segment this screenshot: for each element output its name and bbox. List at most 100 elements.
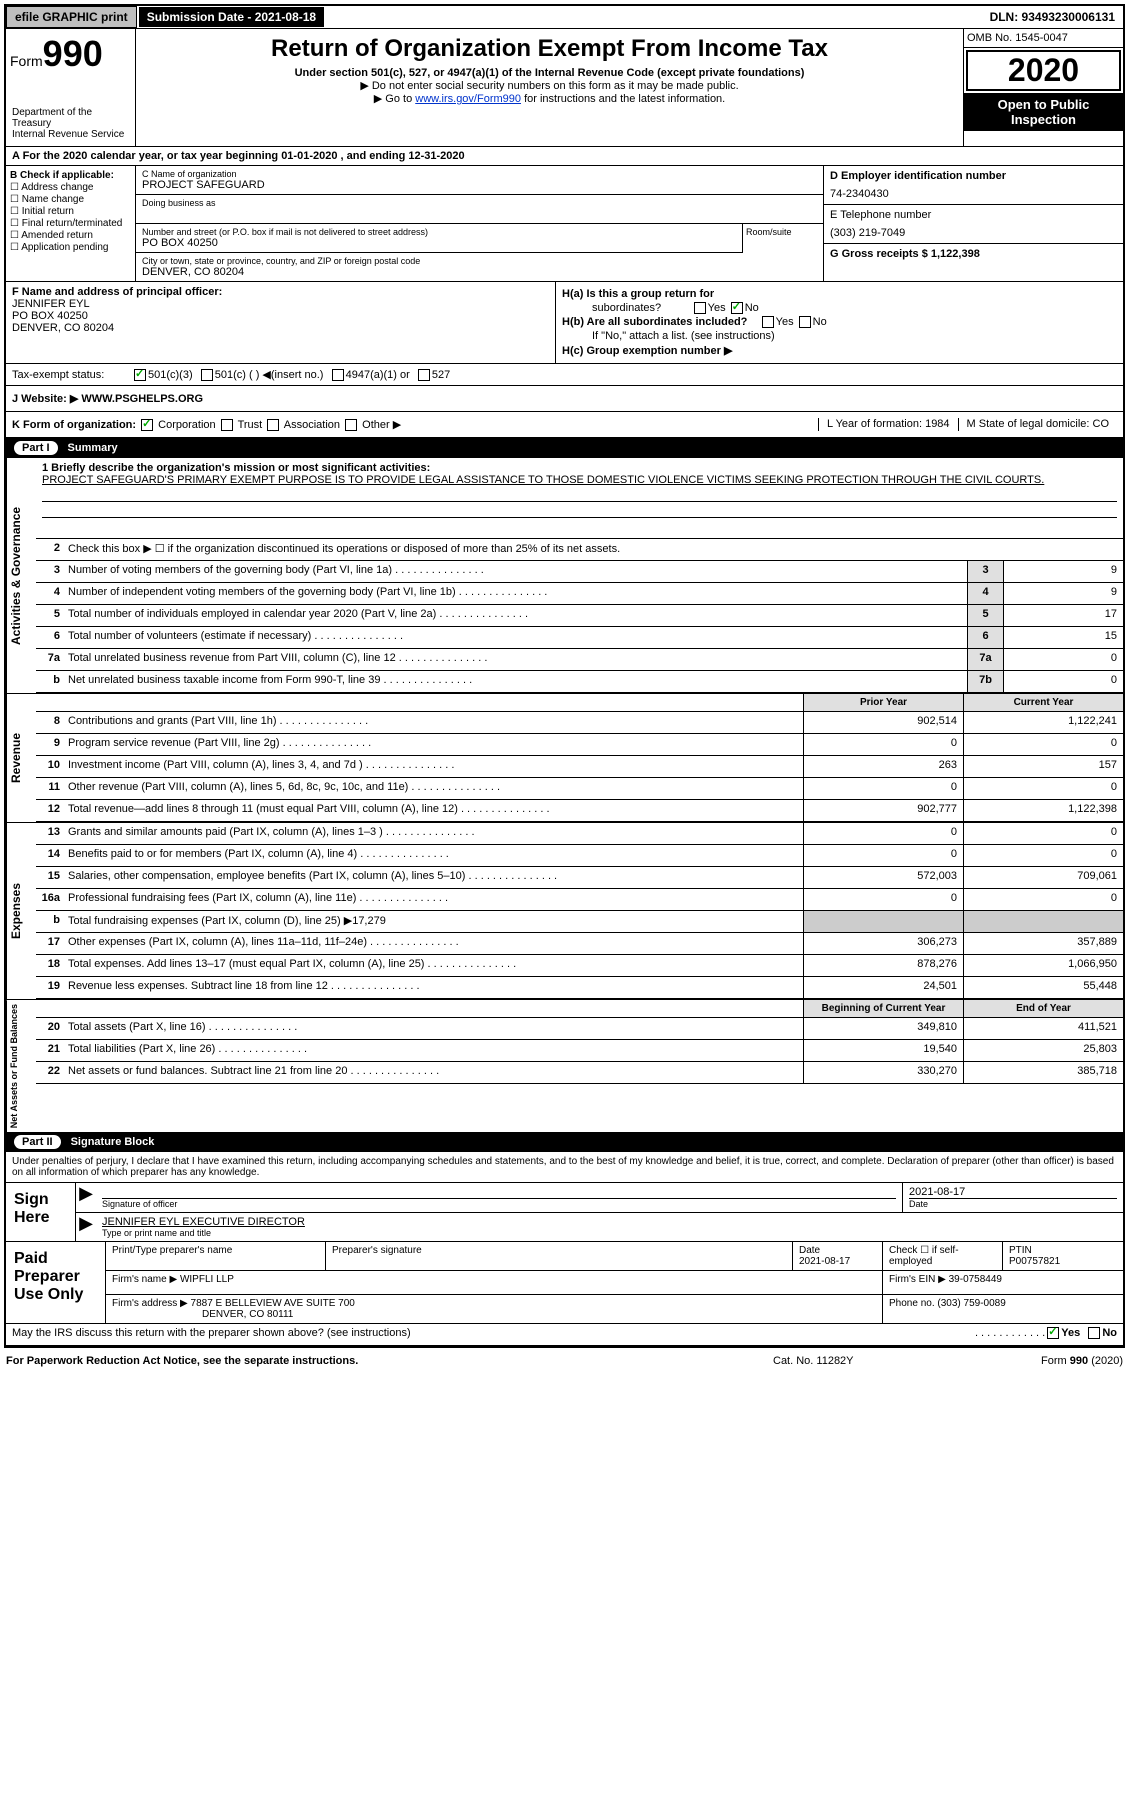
line-row: 15Salaries, other compensation, employee…	[36, 867, 1123, 889]
firm-ein-lbl: Firm's EIN ▶	[889, 1274, 946, 1285]
part2-header: Part II Signature Block	[6, 1132, 1123, 1152]
sig-date: 2021-08-17	[909, 1186, 1117, 1198]
line-row: 17Other expenses (Part IX, column (A), l…	[36, 933, 1123, 955]
open-public: Open to Public Inspection	[964, 93, 1123, 131]
firm-addr: 7887 E BELLEVIEW AVE SUITE 700	[191, 1298, 355, 1309]
subtitle: Under section 501(c), 527, or 4947(a)(1)…	[142, 67, 957, 79]
tax-year: 2020	[966, 50, 1121, 91]
k-other[interactable]	[345, 419, 357, 431]
k-corp[interactable]	[141, 419, 153, 431]
note-ssn: ▶ Do not enter social security numbers o…	[142, 79, 957, 92]
part1-num: Part I	[14, 441, 58, 455]
line-row: 7aTotal unrelated business revenue from …	[36, 649, 1123, 671]
tax-4947[interactable]	[332, 369, 344, 381]
irs-link[interactable]: www.irs.gov/Form990	[415, 93, 521, 105]
k-assoc[interactable]	[267, 419, 279, 431]
opt-501c: 501(c) ( ) ◀(insert no.)	[215, 368, 324, 381]
dba-val	[142, 208, 817, 220]
phone-val: (303) 219-7049	[830, 227, 1117, 239]
footer-mid: Cat. No. 11282Y	[773, 1355, 973, 1367]
b-label: B Check if applicable:	[10, 170, 131, 181]
form-label: Form990	[10, 33, 131, 75]
cb-app[interactable]: ☐ Application pending	[10, 242, 131, 253]
line-row: 21Total liabilities (Part X, line 26)19,…	[36, 1040, 1123, 1062]
dba-lbl: Doing business as	[142, 198, 817, 208]
line-row: 12Total revenue—add lines 8 through 11 (…	[36, 800, 1123, 822]
form-number: 990	[43, 33, 103, 74]
l-year: L Year of formation: 1984	[818, 418, 958, 431]
section-b: B Check if applicable: ☐ Address change …	[6, 166, 136, 281]
line-row: 14Benefits paid to or for members (Part …	[36, 845, 1123, 867]
firm-addr2: DENVER, CO 80111	[202, 1309, 293, 1320]
ch-prior: Prior Year	[803, 694, 963, 711]
part2-title: Signature Block	[71, 1136, 155, 1148]
cb-amend[interactable]: ☐ Amended return	[10, 230, 131, 241]
cb-initial[interactable]: ☐ Initial return	[10, 206, 131, 217]
note-link: ▶ Go to www.irs.gov/Form990 for instruct…	[142, 92, 957, 105]
line-row: 3Number of voting members of the governi…	[36, 561, 1123, 583]
firm-val: WIPFLI LLP	[180, 1274, 234, 1285]
cb-addr[interactable]: ☐ Address change	[10, 182, 131, 193]
line-row: 10Investment income (Part VIII, column (…	[36, 756, 1123, 778]
line-row: 2Check this box ▶ ☐ if the organization …	[36, 539, 1123, 561]
ha-yes[interactable]	[694, 302, 706, 314]
prep-sig-lbl: Preparer's signature	[326, 1242, 793, 1270]
c-name-lbl: C Name of organization	[142, 169, 817, 179]
firm-addr-lbl: Firm's address ▶	[112, 1298, 188, 1309]
line-row: 13Grants and similar amounts paid (Part …	[36, 823, 1123, 845]
m-state: M State of legal domicile: CO	[958, 418, 1117, 431]
line-row: 19Revenue less expenses. Subtract line 1…	[36, 977, 1123, 999]
vtab-rev: Revenue	[6, 694, 36, 822]
hb-yes[interactable]	[762, 316, 774, 328]
tax-527[interactable]	[418, 369, 430, 381]
mission-lbl: 1 Briefly describe the organization's mi…	[42, 462, 1117, 474]
dln: DLN: 93493230006131	[982, 7, 1123, 27]
tax-501c[interactable]	[201, 369, 213, 381]
opt-527: 527	[432, 369, 450, 381]
cb-final[interactable]: ☐ Final return/terminated	[10, 218, 131, 229]
line-row: 16aProfessional fundraising fees (Part I…	[36, 889, 1123, 911]
line-row: 22Net assets or fund balances. Subtract …	[36, 1062, 1123, 1084]
firm-phone-lbl: Phone no.	[889, 1298, 935, 1309]
sign-here: Sign Here	[6, 1183, 76, 1241]
k-lbl: K Form of organization:	[12, 419, 136, 431]
tax-lbl: Tax-exempt status:	[12, 369, 132, 381]
line-row: 9Program service revenue (Part VIII, lin…	[36, 734, 1123, 756]
officer-addr2: DENVER, CO 80204	[12, 322, 549, 334]
ptin-lbl: PTIN	[1009, 1245, 1032, 1256]
firm-lbl: Firm's name ▶	[112, 1274, 177, 1285]
ha-no[interactable]	[731, 302, 743, 314]
vtab-net: Net Assets or Fund Balances	[6, 1000, 36, 1132]
hb-no[interactable]	[799, 316, 811, 328]
tax-501c3[interactable]	[134, 369, 146, 381]
omb: OMB No. 1545-0047	[964, 29, 1123, 48]
addr-lbl: Number and street (or P.O. box if mail i…	[142, 227, 736, 237]
room-lbl: Room/suite	[746, 227, 792, 237]
mission-text: PROJECT SAFEGUARD'S PRIMARY EXEMPT PURPO…	[42, 474, 1117, 486]
ha: H(a) Is this a group return for	[562, 288, 714, 300]
vtab-exp: Expenses	[6, 823, 36, 999]
footer-right: Form 990 (2020)	[973, 1355, 1123, 1367]
arrow-icon: ▶	[76, 1183, 96, 1212]
discuss-yes[interactable]	[1047, 1327, 1059, 1339]
line-row: 6Total number of volunteers (estimate if…	[36, 627, 1123, 649]
sig-declaration: Under penalties of perjury, I declare th…	[6, 1152, 1123, 1183]
sig-date-lbl: Date	[909, 1198, 1117, 1209]
ch-end: End of Year	[963, 1000, 1123, 1017]
city-lbl: City or town, state or province, country…	[142, 256, 817, 266]
discuss-no[interactable]	[1088, 1327, 1100, 1339]
line-row: 11Other revenue (Part VIII, column (A), …	[36, 778, 1123, 800]
ch-begin: Beginning of Current Year	[803, 1000, 963, 1017]
addr-val: PO BOX 40250	[142, 237, 736, 249]
efile-btn[interactable]: efile GRAPHIC print	[6, 6, 137, 28]
cb-name[interactable]: ☐ Name change	[10, 194, 131, 205]
hb: H(b) Are all subordinates included?	[562, 316, 747, 328]
web-val: WWW.PSGHELPS.ORG	[81, 393, 203, 405]
prep-name-lbl: Print/Type preparer's name	[106, 1242, 326, 1270]
ein-lbl: D Employer identification number	[830, 170, 1117, 182]
firm-ein-val: 39-0758449	[949, 1274, 1002, 1285]
prep-check[interactable]: Check ☐ if self-employed	[883, 1242, 1003, 1270]
sig-officer-lbl: Signature of officer	[102, 1198, 896, 1209]
k-trust[interactable]	[221, 419, 233, 431]
line-row: 20Total assets (Part X, line 16)349,8104…	[36, 1018, 1123, 1040]
